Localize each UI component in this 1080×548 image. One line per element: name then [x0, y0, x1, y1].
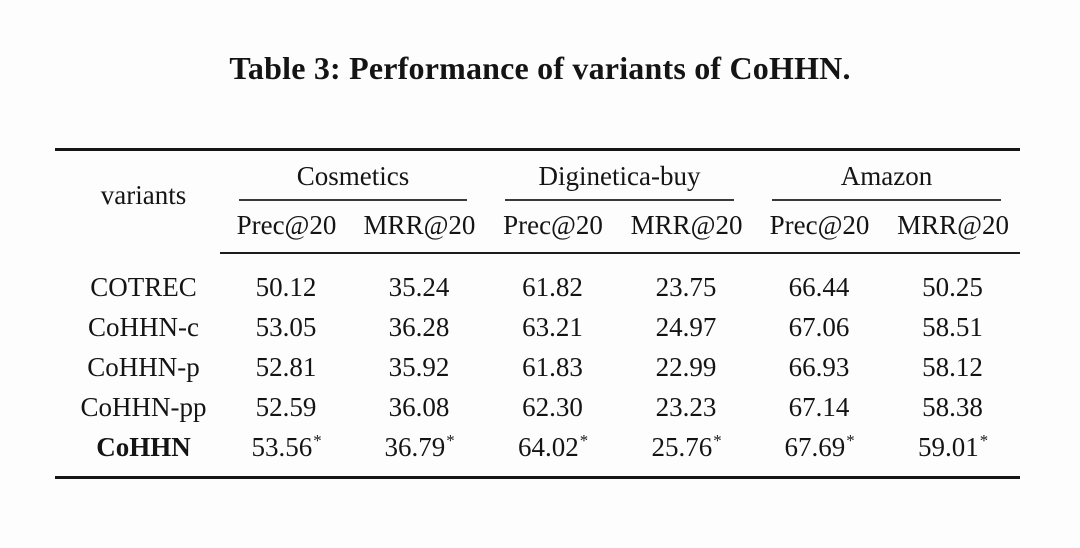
value-text: 64.02: [517, 432, 579, 462]
value-text: 66.44: [788, 272, 850, 302]
metric-value: 36.08: [353, 387, 486, 427]
variant-name: COTREC: [90, 271, 197, 302]
group-label: Amazon: [840, 161, 933, 191]
metric-value: 52.81: [220, 347, 353, 387]
table-row-cohhn-c: CoHHN-c 53.05 36.28 63.21 24.97 67.06 58…: [55, 307, 1020, 347]
diginetica-cmidrule: Diginetica-buy: [505, 151, 735, 201]
value-text: 67.06: [788, 312, 850, 342]
significance-star: *: [979, 431, 989, 450]
metric-value: 50.12: [220, 253, 353, 307]
value-text: 22.99: [655, 352, 717, 382]
metric-value: 53.05: [220, 307, 353, 347]
group-label: Diginetica-buy: [538, 161, 701, 191]
significance-star: *: [446, 431, 455, 450]
metric-value: 36.79*: [353, 427, 486, 478]
metric-value: 35.24: [353, 253, 486, 307]
group-header-amazon: Amazon: [753, 150, 1020, 201]
value-text: 59.01: [917, 432, 979, 462]
significance-star: *: [313, 431, 322, 450]
value-text: 36.28: [388, 312, 450, 342]
group-header-diginetica-buy: Diginetica-buy: [486, 150, 753, 201]
metric-value: 66.44: [753, 253, 886, 307]
value-text: 50.25: [922, 272, 983, 302]
metric-value: 67.06: [753, 307, 886, 347]
metric-value: 53.56*: [220, 427, 353, 478]
table-row-cohhn: CoHHN 53.56* 36.79* 64.02* 25.76* 67.69*…: [55, 427, 1020, 478]
value-text: 24.97: [655, 312, 717, 342]
table-row-cohhn-p: CoHHN-p 52.81 35.92 61.83 22.99 66.93 58…: [55, 347, 1020, 387]
metric-value: 58.12: [886, 347, 1020, 387]
cosmetics-cmidrule: Cosmetics: [239, 151, 467, 201]
value-text: 52.59: [255, 392, 317, 422]
value-text: 53.05: [255, 312, 317, 342]
variant-name: CoHHN-c: [88, 312, 199, 342]
variant-name: CoHHN: [96, 432, 191, 462]
performance-table: variants Cosmetics Diginetica-buy Amazon…: [55, 148, 1021, 479]
value-text: 67.69: [784, 432, 846, 462]
metric-value: 23.23: [620, 387, 753, 427]
column-header-variants: variants: [100, 179, 187, 210]
value-text: 58.51: [922, 312, 983, 342]
metric-value: 63.21: [486, 307, 620, 347]
value-text: 36.79: [384, 432, 446, 462]
value-text: 35.24: [388, 272, 450, 302]
metric-header-prec20: Prec@20: [486, 201, 620, 254]
value-text: 66.93: [788, 352, 850, 382]
metric-value: 25.76*: [620, 427, 753, 478]
metric-value: 64.02*: [486, 427, 620, 478]
value-text: 67.14: [788, 392, 850, 422]
value-text: 61.82: [522, 272, 583, 302]
metric-value: 58.51: [886, 307, 1020, 347]
metric-value: 61.83: [486, 347, 620, 387]
value-text: 25.76: [651, 432, 713, 462]
value-text: 52.81: [255, 352, 317, 382]
metric-value: 61.82: [486, 253, 620, 307]
metric-header-mrr20: MRR@20: [886, 201, 1021, 254]
metric-value: 24.97: [620, 307, 753, 347]
metric-value: 62.30: [486, 387, 620, 427]
significance-star: *: [579, 431, 589, 450]
metric-value: 52.59: [220, 387, 353, 427]
group-label: Cosmetics: [296, 161, 410, 191]
metric-header-row: Prec@20 MRR@20 Prec@20 MRR@20 Prec@20 MR…: [55, 201, 1021, 254]
group-header-row: variants Cosmetics Diginetica-buy Amazon: [55, 150, 1020, 210]
metric-value: 36.28: [353, 307, 486, 347]
table-caption: Table 3: Performance of variants of CoHH…: [229, 50, 851, 86]
value-text: 58.38: [922, 392, 983, 422]
value-text: 23.23: [655, 392, 717, 422]
table-row-cohhn-pp: CoHHN-pp 52.59 36.08 62.30 23.23 67.14 5…: [55, 387, 1020, 427]
metric-value: 23.75: [620, 253, 753, 307]
value-text: 23.75: [655, 272, 717, 302]
significance-star: *: [713, 431, 722, 450]
metric-header-mrr20: MRR@20: [353, 201, 486, 254]
significance-star: *: [846, 431, 855, 450]
variant-name: CoHHN-p: [87, 352, 200, 382]
value-text: 61.83: [522, 352, 583, 382]
value-text: 36.08: [388, 392, 450, 422]
metric-value: 35.92: [353, 347, 486, 387]
metric-header-mrr20: MRR@20: [620, 201, 754, 254]
metric-value: 59.01*: [886, 427, 1020, 478]
metric-value: 67.14: [753, 387, 886, 427]
metric-header-prec20: Prec@20: [220, 201, 353, 254]
metric-header-prec20: Prec@20: [753, 201, 887, 254]
group-header-cosmetics: Cosmetics: [220, 150, 486, 201]
value-text: 50.12: [255, 272, 317, 302]
metric-value: 50.25: [886, 253, 1020, 307]
value-text: 58.12: [922, 352, 983, 382]
variant-name: CoHHN-pp: [80, 392, 207, 422]
value-text: 63.21: [522, 312, 583, 342]
table-row-cotrec: COTREC 50.12 35.24 61.82 23.75 66.44 50.…: [55, 253, 1020, 307]
metric-value: 22.99: [620, 347, 753, 387]
metric-value: 67.69*: [753, 427, 886, 478]
metric-value: 58.38: [886, 387, 1020, 427]
metric-value: 66.93: [753, 347, 886, 387]
amazon-cmidrule: Amazon: [772, 151, 1002, 201]
value-text: 62.30: [522, 392, 583, 422]
value-text: 53.56: [251, 432, 313, 462]
value-text: 35.92: [388, 352, 450, 382]
